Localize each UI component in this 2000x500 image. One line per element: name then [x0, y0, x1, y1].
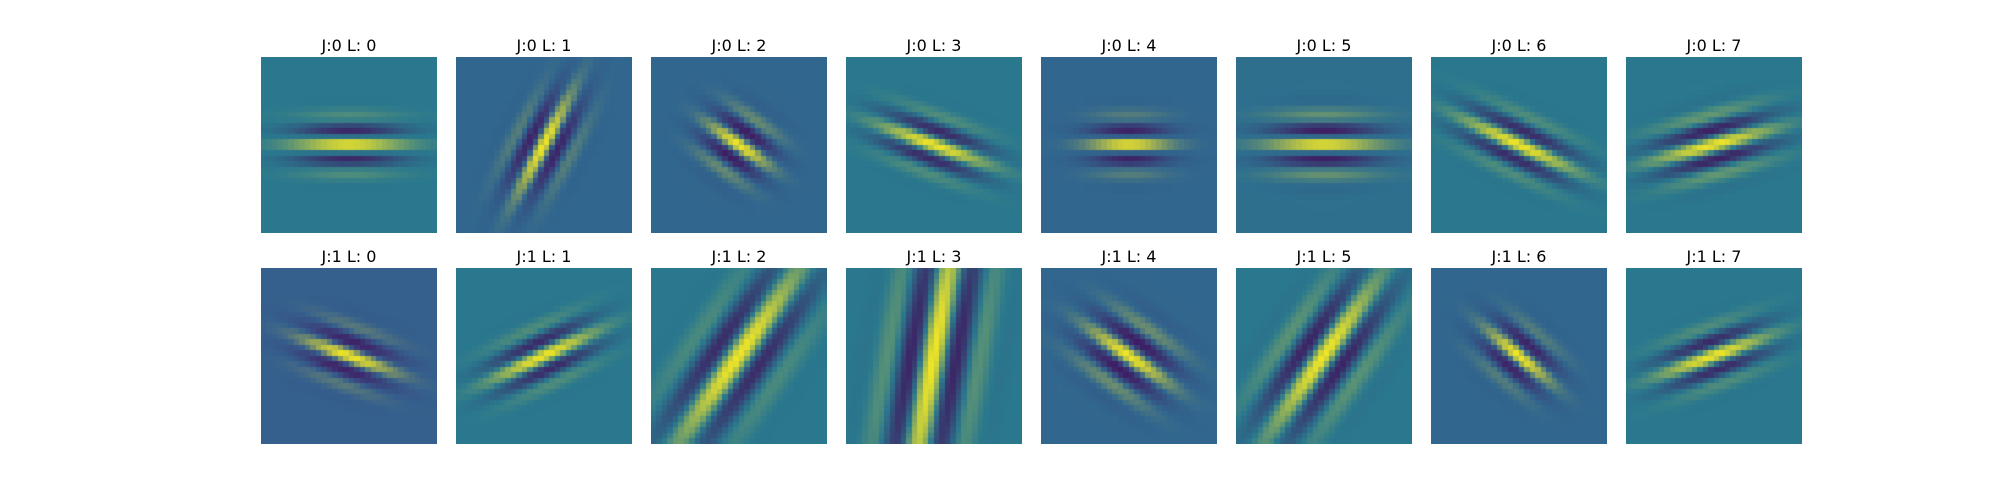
panel-j0-l0: J:0 L: 0: [261, 36, 437, 233]
panel-title: J:0 L: 3: [906, 36, 962, 55]
panel-title: J:1 L: 5: [1296, 247, 1352, 266]
panel-j1-l2: J:1 L: 2: [651, 247, 827, 444]
panel-j1-l6: J:1 L: 6: [1431, 247, 1607, 444]
panel-j0-l7: J:0 L: 7: [1626, 36, 1802, 233]
filter-image: [846, 268, 1022, 444]
filter-image: [456, 268, 632, 444]
filter-image: [1041, 268, 1217, 444]
filter-image: [651, 57, 827, 233]
panel-title: J:1 L: 7: [1686, 247, 1742, 266]
panel-title: J:0 L: 6: [1491, 36, 1547, 55]
panel-title: J:0 L: 0: [321, 36, 377, 55]
filter-image: [456, 57, 632, 233]
filter-image: [1236, 268, 1412, 444]
panel-j0-l2: J:0 L: 2: [651, 36, 827, 233]
filter-image: [261, 268, 437, 444]
panel-j1-l0: J:1 L: 0: [261, 247, 437, 444]
panel-title: J:1 L: 1: [516, 247, 572, 266]
panel-title: J:1 L: 6: [1491, 247, 1547, 266]
panel-title: J:1 L: 3: [906, 247, 962, 266]
panel-title: J:1 L: 0: [321, 247, 377, 266]
filter-image: [846, 57, 1022, 233]
panel-j0-l4: J:0 L: 4: [1041, 36, 1217, 233]
filter-image: [261, 57, 437, 233]
filter-image: [1626, 57, 1802, 233]
panel-j1-l5: J:1 L: 5: [1236, 247, 1412, 444]
panel-title: J:1 L: 2: [711, 247, 767, 266]
panel-title: J:0 L: 2: [711, 36, 767, 55]
panel-title: J:0 L: 1: [516, 36, 572, 55]
panel-title: J:0 L: 5: [1296, 36, 1352, 55]
panel-j1-l7: J:1 L: 7: [1626, 247, 1802, 444]
filter-image: [1431, 57, 1607, 233]
panel-j0-l1: J:0 L: 1: [456, 36, 632, 233]
filter-image: [651, 268, 827, 444]
panel-title: J:0 L: 7: [1686, 36, 1742, 55]
panel-j1-l4: J:1 L: 4: [1041, 247, 1217, 444]
panel-j1-l1: J:1 L: 1: [456, 247, 632, 444]
panel-j0-l6: J:0 L: 6: [1431, 36, 1607, 233]
filter-image: [1626, 268, 1802, 444]
panel-title: J:1 L: 4: [1101, 247, 1157, 266]
panel-title: J:0 L: 4: [1101, 36, 1157, 55]
filter-image: [1236, 57, 1412, 233]
panel-j1-l3: J:1 L: 3: [846, 247, 1022, 444]
filter-image: [1041, 57, 1217, 233]
panel-j0-l3: J:0 L: 3: [846, 36, 1022, 233]
filter-image: [1431, 268, 1607, 444]
panel-j0-l5: J:0 L: 5: [1236, 36, 1412, 233]
